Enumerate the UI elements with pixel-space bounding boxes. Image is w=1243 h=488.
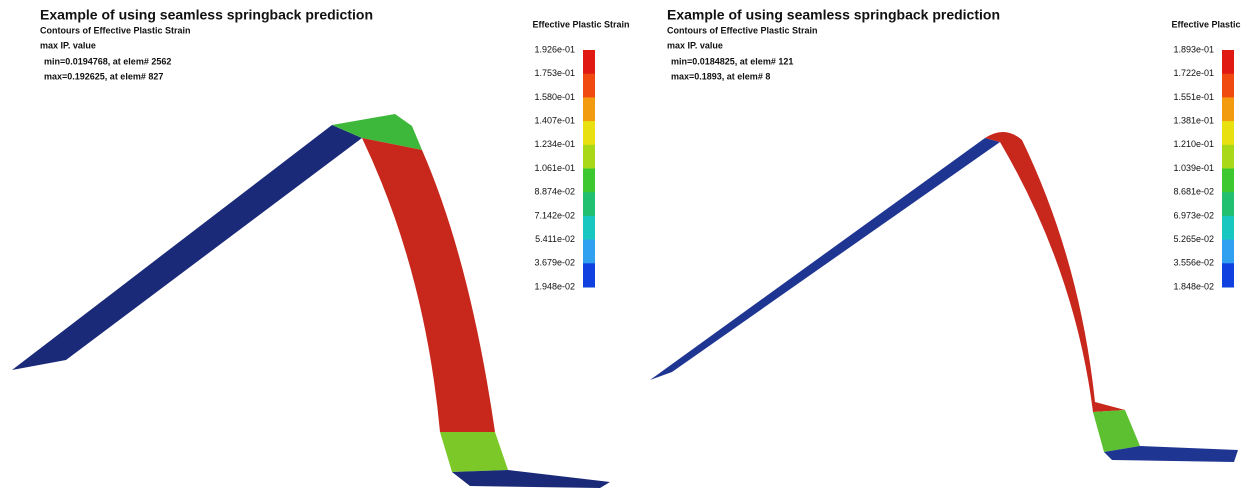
colorbar-segment [583, 74, 595, 98]
legend-label: 1.234e-01 [534, 139, 575, 149]
colorbar-segment [583, 145, 595, 169]
legend-label: 5.411e-02 [535, 234, 575, 244]
colorbar-segment [1222, 240, 1234, 264]
title: Example of using seamless springback pre… [40, 7, 373, 23]
part-right [650, 132, 1238, 462]
colorbar-segment [583, 50, 595, 74]
legend-label: 7.142e-02 [534, 210, 575, 220]
colorbar-segment [583, 121, 595, 145]
colorbar-segment [1222, 145, 1234, 169]
note: max=0.1893, at elem# 8 [671, 71, 770, 81]
colorbar-segment [1222, 121, 1234, 145]
colorbar-segment [1222, 216, 1234, 240]
legend-label: 1.722e-01 [1173, 68, 1214, 78]
colorbar-segment [1222, 169, 1234, 193]
colorbar-segment [583, 263, 595, 287]
legend-label: 1.848e-02 [1173, 281, 1214, 291]
legend-label: 1.061e-01 [534, 163, 575, 173]
note: min=0.0184825, at elem# 121 [671, 56, 793, 66]
note: max=0.192625, at elem# 827 [44, 71, 163, 81]
legend-label: 1.893e-01 [1173, 44, 1214, 54]
legend-label: 1.407e-01 [534, 115, 575, 125]
part-left [12, 114, 610, 488]
legend-label: 1.580e-01 [534, 92, 575, 102]
colorbar-segment [583, 169, 595, 193]
colorbar-segment [583, 97, 595, 121]
legend-label: 3.556e-02 [1173, 258, 1214, 268]
legend-label: 1.948e-02 [534, 281, 575, 291]
legend-label: 8.681e-02 [1173, 187, 1214, 197]
colorbar-segment [583, 240, 595, 264]
legend-label: 1.551e-01 [1173, 92, 1214, 102]
colorbar-segment [1222, 74, 1234, 98]
legend-title: Effective Plastic Strain [1171, 19, 1243, 29]
note: max IP. value [667, 40, 723, 50]
subtitle: Contours of Effective Plastic Strain [40, 25, 191, 35]
colorbar-segment [583, 216, 595, 240]
legend-label: 5.265e-02 [1173, 234, 1214, 244]
legend-label: 3.679e-02 [534, 258, 575, 268]
note: min=0.0194768, at elem# 2562 [44, 56, 171, 66]
legend-label: 1.039e-01 [1173, 163, 1214, 173]
note: max IP. value [40, 40, 96, 50]
colorbar-segment [1222, 263, 1234, 287]
screenshot: Example of using seamless springback pre… [0, 0, 1243, 488]
colorbar-segment [583, 192, 595, 216]
colorbar-segment [1222, 97, 1234, 121]
legend-label: 8.874e-02 [534, 187, 575, 197]
legend-title: Effective Plastic Strain [532, 19, 629, 29]
legend-label: 1.926e-01 [534, 44, 575, 54]
legend-label: 1.381e-01 [1173, 115, 1214, 125]
colorbar-segment [1222, 50, 1234, 74]
colorbar-segment [1222, 192, 1234, 216]
legend-label: 6.973e-02 [1173, 210, 1214, 220]
legend-label: 1.210e-01 [1173, 139, 1214, 149]
title: Example of using seamless springback pre… [667, 7, 1000, 23]
subtitle: Contours of Effective Plastic Strain [667, 25, 818, 35]
legend-label: 1.753e-01 [534, 68, 575, 78]
